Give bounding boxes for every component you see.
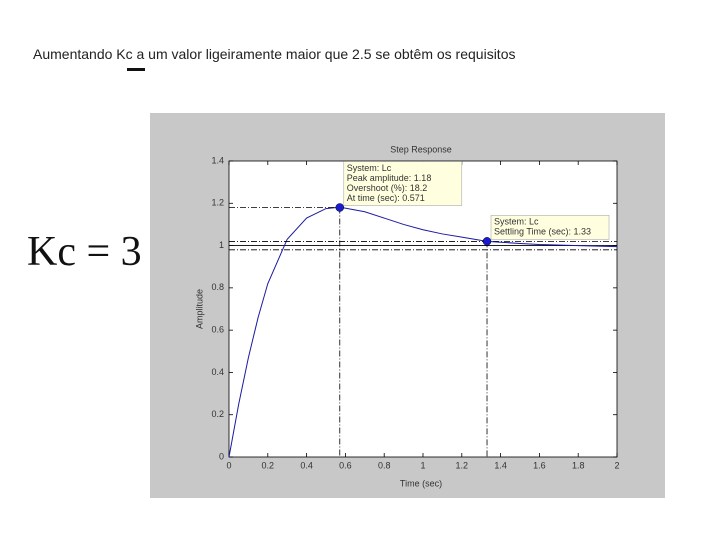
chart-title: Step Response — [390, 144, 452, 154]
x-tick-label: 1.6 — [533, 460, 546, 470]
x-axis-label: Time (sec) — [400, 478, 442, 488]
y-tick-label: 1 — [219, 240, 224, 250]
tip-text: System: Lc — [347, 163, 392, 173]
y-tick-label: 0.8 — [211, 282, 224, 292]
x-tick-label: 1.4 — [494, 460, 507, 470]
y-axis-label: Amplitude — [194, 289, 204, 329]
x-tick-label: 1.2 — [456, 460, 469, 470]
x-tick-label: 0.4 — [300, 460, 313, 470]
tip-box — [343, 161, 463, 206]
x-tick-label: 1 — [420, 460, 425, 470]
y-tick-label: 1.2 — [211, 198, 224, 208]
tip-text: Overshoot (%): 18.2 — [347, 183, 428, 193]
x-tick-label: 0 — [226, 460, 231, 470]
y-tick-label: 0.6 — [211, 325, 224, 335]
x-tick-label: 2 — [614, 460, 619, 470]
x-tick-label: 1.8 — [572, 460, 585, 470]
y-tick-label: 0.4 — [211, 367, 224, 377]
tip-marker — [482, 237, 492, 246]
tip-text: Peak amplitude: 1.18 — [347, 173, 432, 183]
axes-background — [228, 160, 618, 458]
tip-text: At time (sec): 0.571 — [347, 193, 425, 203]
x-tick-label: 0.8 — [378, 460, 391, 470]
response-line — [228, 206, 618, 458]
x-tick-label: 0.2 — [262, 460, 275, 470]
heading: Aumentando Kc a um valor ligeiramente ma… — [33, 46, 516, 62]
tip-text: Settling Time (sec): 1.33 — [494, 227, 591, 237]
formula: Kc = 3 — [27, 229, 142, 275]
x-tick-label: 0.6 — [339, 460, 352, 470]
tip-marker — [335, 203, 345, 212]
y-tick-label: 0.2 — [211, 409, 224, 419]
cursor-bar — [127, 68, 145, 71]
y-tick-label: 1.4 — [211, 155, 224, 165]
y-tick-label: 0 — [219, 451, 224, 461]
tip-box — [490, 215, 610, 240]
tip-text: System: Lc — [494, 217, 539, 227]
